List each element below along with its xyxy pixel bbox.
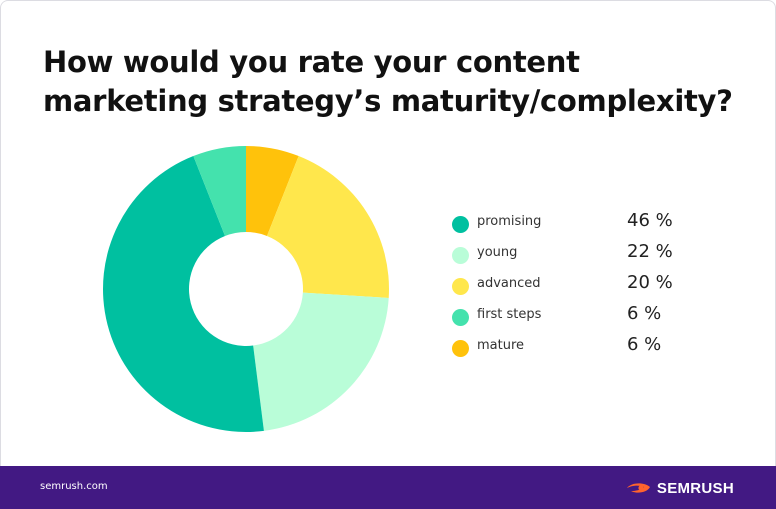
chart-title: How would you rate your content marketin… [43, 45, 733, 118]
footer-site-link[interactable]: semrush.com [40, 481, 108, 492]
legend-item-promising: promising 46 % [451, 208, 681, 239]
legend-item-first-steps: first steps 6 % [451, 301, 681, 332]
legend-item-young: young 22 % [451, 239, 681, 270]
footer-bar: semrush.com SEMRUSH [0, 466, 776, 509]
legend-item-mature: mature 6 % [451, 332, 681, 363]
slice-first-steps [193, 146, 246, 237]
legend-label: advanced [477, 276, 541, 291]
semrush-logo: SEMRUSH [626, 477, 734, 499]
legend-label: first steps [477, 307, 542, 322]
legend-swatch [452, 247, 469, 264]
legend-label: promising [477, 214, 542, 229]
legend-label: young [477, 245, 518, 260]
brand-name: SEMRUSH [656, 479, 734, 497]
legend-swatch [452, 340, 469, 357]
legend-value: 22 % [627, 241, 673, 262]
slice-mature [246, 146, 299, 237]
donut-chart [103, 146, 389, 432]
legend-value: 6 % [627, 334, 662, 355]
legend-swatch [452, 309, 469, 326]
slice-young [253, 292, 389, 431]
legend-swatch [452, 216, 469, 233]
legend-value: 46 % [627, 210, 673, 231]
slice-promising [103, 156, 264, 432]
legend-item-advanced: advanced 20 % [451, 270, 681, 301]
chart-card: How would you rate your content marketin… [0, 0, 776, 467]
semrush-fire-icon [626, 483, 650, 493]
chart-legend: promising 46 % young 22 % advanced 20 % first … [451, 208, 681, 363]
legend-label: mature [477, 338, 525, 353]
legend-value: 6 % [627, 303, 662, 324]
legend-value: 20 % [627, 272, 673, 293]
legend-swatch [452, 278, 469, 295]
slice-advanced [266, 156, 389, 298]
